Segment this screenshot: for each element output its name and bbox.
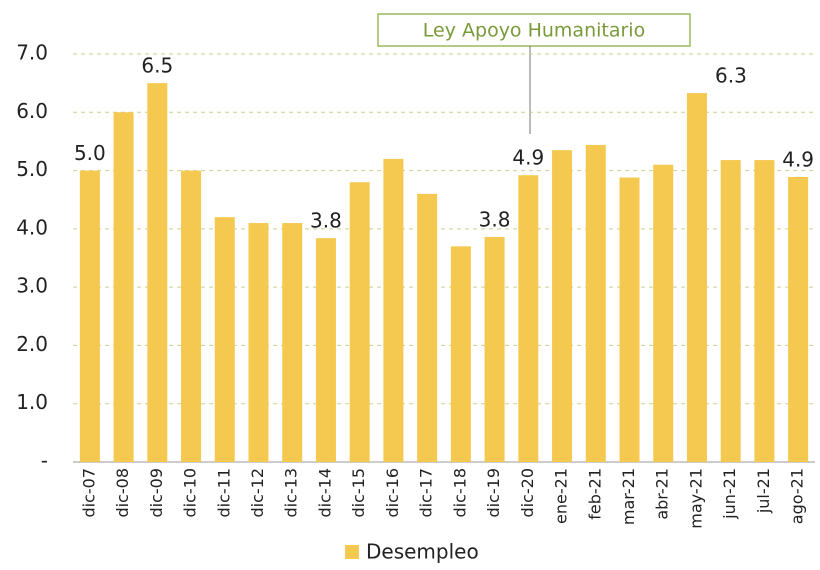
y-tick-label: 4.0: [16, 215, 48, 239]
x-tick-label: dic-17: [417, 468, 436, 518]
annotation: Ley Apoyo Humanitario: [423, 20, 645, 42]
annotation-box: [377, 13, 691, 47]
y-tick-label: 1.0: [16, 390, 48, 414]
data-label: 6.5: [141, 54, 173, 78]
bar: [113, 112, 134, 463]
data-label: 3.8: [479, 208, 511, 232]
x-tick-label: dic-19: [484, 468, 503, 518]
x-tick-label: dic-11: [214, 468, 233, 518]
bar: [788, 176, 809, 463]
x-tick-label: dic-15: [349, 468, 368, 518]
x-tick-label: jul-21: [754, 468, 773, 514]
bar: [720, 160, 741, 462]
bar: [79, 170, 100, 463]
bar: [585, 144, 606, 462]
x-tick-label: dic-18: [450, 468, 469, 518]
bar: [552, 150, 573, 462]
y-tick-label: -: [41, 449, 48, 473]
bar: [282, 223, 303, 462]
bar: [147, 83, 168, 463]
x-tick-label: dic-10: [181, 468, 200, 518]
x-tick-label: dic-20: [518, 468, 537, 518]
bar: [214, 217, 235, 462]
bar: [450, 246, 471, 462]
x-tick-label: may-21: [686, 468, 705, 529]
data-label: 3.8: [310, 209, 342, 233]
x-tick-label: dic-09: [147, 468, 166, 518]
x-tick-label: dic-08: [113, 468, 132, 518]
x-tick-label: ago-21: [788, 468, 807, 524]
data-label: 4.9: [512, 146, 544, 170]
x-tick-label: dic-16: [383, 468, 402, 518]
bar: [619, 177, 640, 462]
x-tick-label: dic-12: [248, 468, 267, 518]
x-tick-label: jun-21: [720, 468, 739, 520]
bar: [383, 158, 404, 462]
bar: [315, 238, 336, 462]
bar: [653, 164, 674, 462]
bar: [686, 93, 707, 463]
y-tick-label: 2.0: [16, 332, 48, 356]
data-label: 5.0: [74, 141, 106, 165]
x-tick-label: dic-13: [282, 468, 301, 518]
data-label: 4.9: [782, 147, 814, 171]
bar: [349, 182, 370, 462]
y-tick-label: 5.0: [16, 157, 48, 181]
bar: [754, 160, 775, 462]
x-tick-label: dic-07: [79, 468, 98, 518]
x-tick-label: ene-21: [552, 468, 571, 524]
x-tick-label: dic-14: [315, 468, 334, 518]
bar: [484, 237, 505, 462]
bar: [417, 193, 438, 462]
legend-swatch: [345, 545, 359, 559]
x-tick-label: abr-21: [653, 468, 672, 520]
x-tick-label: mar-21: [619, 468, 638, 525]
data-label: 6.3: [715, 64, 747, 88]
x-tick-label: feb-21: [585, 468, 604, 520]
legend-label: Desempleo: [366, 540, 479, 564]
bar: [181, 170, 202, 463]
y-tick-label: 3.0: [16, 274, 48, 298]
bar: [248, 223, 269, 462]
bar: [518, 175, 539, 462]
y-tick-label: 6.0: [16, 99, 48, 123]
y-tick-label: 7.0: [16, 41, 48, 65]
